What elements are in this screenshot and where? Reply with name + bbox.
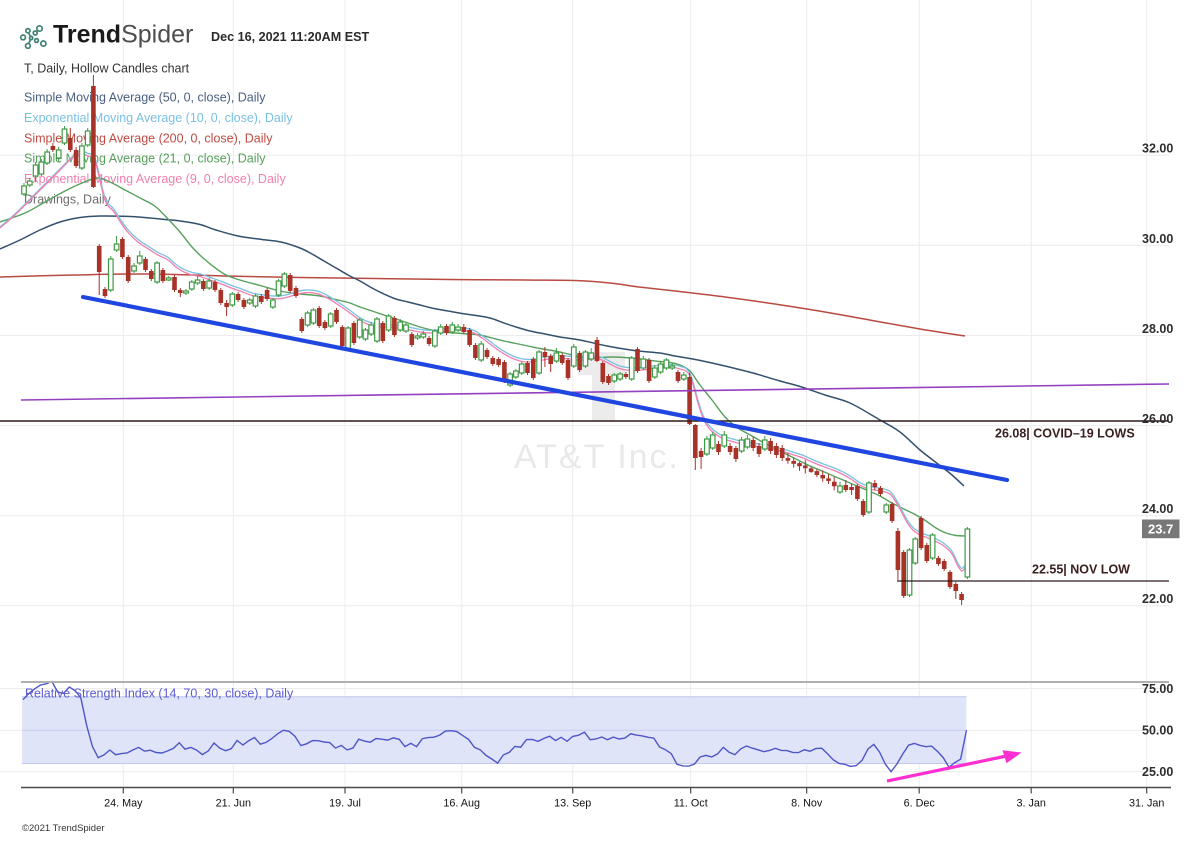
svg-text:31. Jan: 31. Jan bbox=[1129, 798, 1164, 810]
svg-text:24.00: 24.00 bbox=[1142, 502, 1173, 516]
svg-text:22.55| NOV LOW: 22.55| NOV LOW bbox=[1032, 563, 1130, 577]
svg-text:Simple Moving Average (200, 0,: Simple Moving Average (200, 0, close), D… bbox=[24, 132, 273, 146]
svg-text:TrendSpider: TrendSpider bbox=[53, 21, 193, 49]
svg-text:Drawings, Daily: Drawings, Daily bbox=[24, 193, 112, 207]
svg-text:24. May: 24. May bbox=[104, 798, 143, 810]
svg-text:3. Jan: 3. Jan bbox=[1016, 798, 1045, 810]
svg-text:26.00: 26.00 bbox=[1142, 412, 1173, 426]
svg-text:Exponential Moving Average (10: Exponential Moving Average (10, 0, close… bbox=[24, 111, 293, 125]
svg-text:25.00: 25.00 bbox=[1142, 765, 1173, 779]
svg-text:21. Jun: 21. Jun bbox=[216, 798, 251, 810]
svg-text:16. Aug: 16. Aug bbox=[443, 798, 480, 810]
svg-text:22.00: 22.00 bbox=[1142, 592, 1173, 606]
svg-text:T, Daily, Hollow Candles chart: T, Daily, Hollow Candles chart bbox=[24, 62, 190, 76]
svg-text:26.08| COVID–19 LOWS: 26.08| COVID–19 LOWS bbox=[995, 427, 1135, 441]
svg-text:11. Oct: 11. Oct bbox=[674, 798, 708, 810]
svg-text:6. Dec: 6. Dec bbox=[904, 798, 936, 810]
svg-text:13. Sep: 13. Sep bbox=[554, 798, 591, 810]
svg-text:AT&T Inc.: AT&T Inc. bbox=[514, 438, 680, 476]
svg-text:8. Nov: 8. Nov bbox=[791, 798, 823, 810]
svg-text:Exponential Moving Average (9,: Exponential Moving Average (9, 0, close)… bbox=[24, 172, 286, 186]
svg-text:Simple Moving Average (50, 0,: Simple Moving Average (50, 0, close), Da… bbox=[24, 91, 266, 105]
svg-text:23.7: 23.7 bbox=[1148, 522, 1173, 537]
svg-text:Relative Strength Index (14, 7: Relative Strength Index (14, 70, 30, clo… bbox=[25, 687, 294, 701]
svg-text:30.00: 30.00 bbox=[1142, 232, 1173, 246]
svg-text:©2021 TrendSpider: ©2021 TrendSpider bbox=[22, 823, 105, 834]
svg-text:28.00: 28.00 bbox=[1142, 322, 1173, 336]
svg-text:Dec 16, 2021 11:20AM EST: Dec 16, 2021 11:20AM EST bbox=[211, 30, 370, 44]
svg-text:19. Jul: 19. Jul bbox=[329, 798, 361, 810]
svg-text:32.00: 32.00 bbox=[1142, 142, 1173, 156]
svg-text:50.00: 50.00 bbox=[1142, 724, 1173, 738]
svg-text:75.00: 75.00 bbox=[1142, 682, 1173, 696]
